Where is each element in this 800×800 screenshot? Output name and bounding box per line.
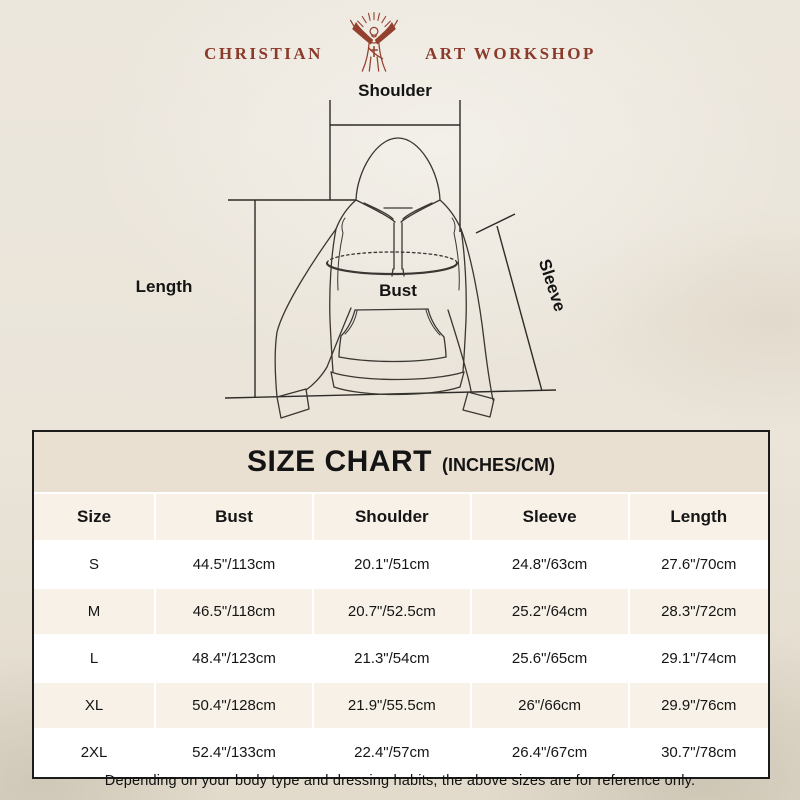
cell-shoulder: 21.3"/54cm (312, 635, 472, 683)
hoodie-outline (274, 137, 495, 419)
cell-length: 29.1"/74cm (628, 635, 768, 683)
cell-size: L (34, 635, 157, 683)
cell-size: 2XL (34, 729, 157, 777)
cell-length: 29.9"/76cm (628, 682, 768, 730)
size-table: Size Bust Shoulder Sleeve Length S 44.5"… (34, 494, 768, 777)
cell-length: 27.6"/70cm (628, 541, 768, 589)
cross-icon (370, 46, 378, 58)
cell-bust: 52.4"/133cm (155, 729, 314, 777)
column-header-bust: Bust (155, 494, 314, 542)
column-header-sleeve: Sleeve (470, 494, 630, 542)
cell-length: 30.7"/78cm (628, 729, 768, 777)
hoodie-measurement-diagram: Shoulder Length Bust Sleeve (136, 81, 570, 419)
cell-size: M (34, 588, 157, 636)
jesus-figure-icon (349, 12, 398, 72)
column-header-shoulder: Shoulder (312, 494, 472, 542)
cell-sleeve: 26"/66cm (470, 682, 630, 730)
cell-sleeve: 26.4"/67cm (470, 729, 630, 777)
sleeve-label: Sleeve (535, 257, 570, 314)
cell-shoulder: 20.1"/51cm (312, 541, 472, 589)
brand-name-right: ART WORKSHOP (424, 44, 596, 63)
table-row-s: S 44.5"/113cm 20.1"/51cm 24.8"/63cm 27.6… (34, 541, 768, 589)
cell-bust: 48.4"/123cm (155, 635, 314, 683)
size-chart-title-units: (INCHES/CM) (442, 454, 555, 475)
brand-logo: CHRISTIAN ART WORKSHOP (0, 8, 800, 78)
cell-sleeve: 24.8"/63cm (470, 541, 630, 589)
size-chart-panel: SIZE CHART (INCHES/CM) Size Bust Shoulde… (32, 430, 770, 779)
table-row-2xl: 2XL 52.4"/133cm 22.4"/57cm 26.4"/67cm 30… (34, 729, 768, 777)
cell-bust: 50.4"/128cm (155, 682, 314, 730)
size-chart-title: SIZE CHART (INCHES/CM) (34, 432, 768, 494)
cell-length: 28.3"/72cm (628, 588, 768, 636)
cell-sleeve: 25.2"/64cm (470, 588, 630, 636)
length-label: Length (136, 277, 193, 296)
column-header-length: Length (628, 494, 768, 542)
size-chart-title-main: SIZE CHART (247, 445, 432, 478)
table-row-m: M 46.5"/118cm 20.7"/52.5cm 25.2"/64cm 28… (34, 588, 768, 636)
bust-label: Bust (379, 281, 417, 300)
table-row-xl: XL 50.4"/128cm 21.9"/55.5cm 26"/66cm 29.… (34, 682, 768, 730)
cell-bust: 46.5"/118cm (155, 588, 314, 636)
table-row-l: L 48.4"/123cm 21.3"/54cm 25.6"/65cm 29.1… (34, 635, 768, 683)
size-table-header-row: Size Bust Shoulder Sleeve Length (34, 494, 768, 542)
cell-size: XL (34, 682, 157, 730)
shoulder-label: Shoulder (358, 81, 432, 100)
cell-sleeve: 25.6"/65cm (470, 635, 630, 683)
cell-shoulder: 20.7"/52.5cm (312, 588, 472, 636)
cell-shoulder: 22.4"/57cm (312, 729, 472, 777)
cell-bust: 44.5"/113cm (155, 541, 314, 589)
cell-size: S (34, 541, 157, 589)
reference-disclaimer: Depending on your body type and dressing… (104, 773, 696, 789)
cell-shoulder: 21.9"/55.5cm (312, 682, 472, 730)
column-header-size: Size (34, 494, 157, 542)
brand-name-left: CHRISTIAN (204, 44, 323, 63)
